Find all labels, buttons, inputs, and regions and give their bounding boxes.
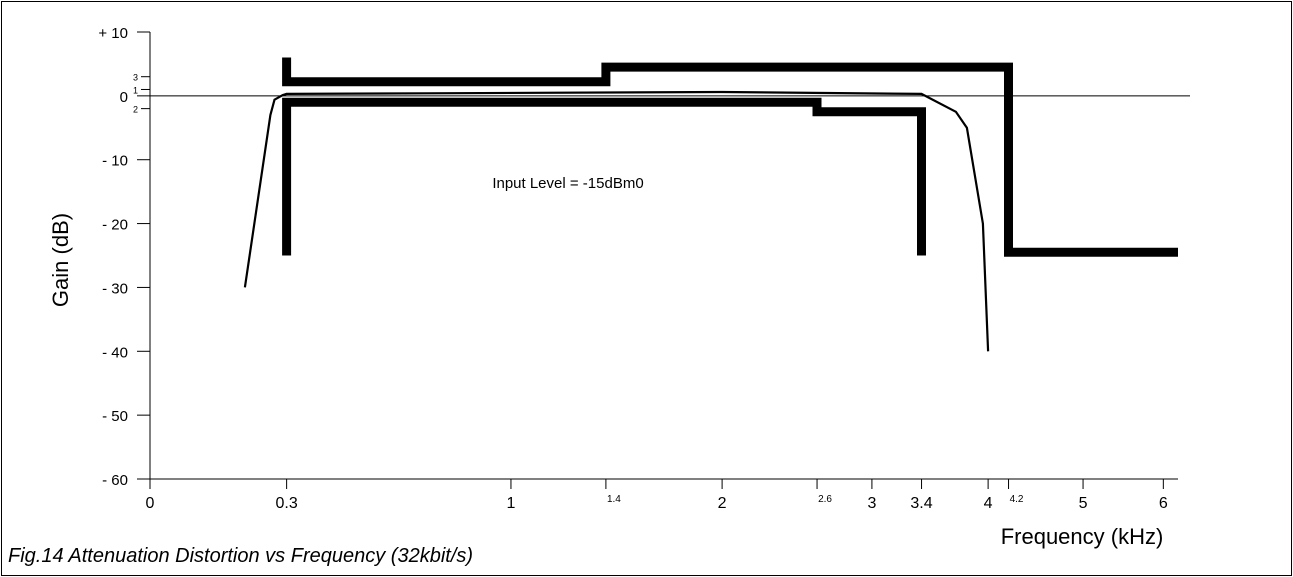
upper-mask-line — [282, 57, 1178, 257]
y-tick-label: + 10 — [98, 25, 128, 42]
y-tick-label: 0 — [120, 89, 128, 106]
figure-caption: Fig.14 Attenuation Distortion vs Frequen… — [8, 545, 474, 567]
x-tick-label: 2 — [718, 495, 727, 512]
y-tick-label: - 10 — [102, 153, 128, 170]
y-tick-label: - 60 — [102, 472, 128, 489]
x-tick-label: 0.3 — [276, 495, 298, 512]
x-axis-label: Frequency (kHz) — [1001, 524, 1164, 549]
x-tick-label: 0 — [146, 495, 155, 512]
x-tick-label: 3 — [867, 495, 876, 512]
y-tick-label: 3 — [133, 73, 138, 83]
x-tick-label: 3.4 — [910, 495, 932, 512]
y-tick-label: 1 — [133, 85, 138, 95]
y-tick-label: 2 — [133, 105, 138, 115]
lower-mask-line — [282, 97, 926, 256]
input-level-annotation: Input Level = -15dBm0 — [492, 175, 643, 192]
y-tick-label: - 30 — [102, 280, 128, 297]
response-line — [243, 90, 990, 352]
x-tick-label: 1.4 — [607, 494, 621, 505]
y-tick-label: - 20 — [102, 217, 128, 234]
y-tick-label: - 40 — [102, 344, 128, 361]
y-tick-label: - 50 — [102, 408, 128, 425]
x-tick-label: 2.6 — [818, 494, 832, 505]
x-tick-label: 4.2 — [1010, 494, 1024, 505]
x-tick-label: 5 — [1079, 495, 1088, 512]
x-tick-label: 1 — [507, 495, 516, 512]
x-tick-label: 4 — [984, 495, 993, 512]
x-tick-label: 6 — [1159, 495, 1168, 512]
y-axis-label: Gain (dB) — [48, 213, 73, 307]
